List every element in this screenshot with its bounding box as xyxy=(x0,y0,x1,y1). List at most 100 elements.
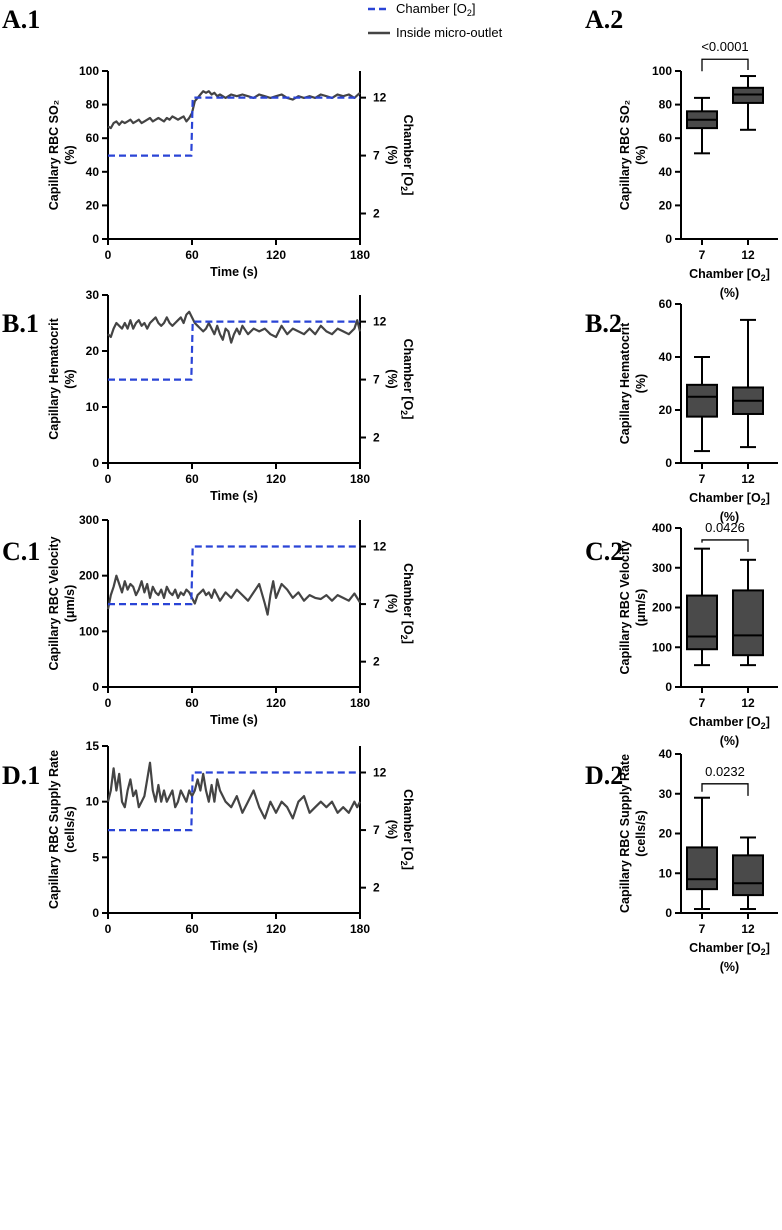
y-tick-label: 40 xyxy=(659,747,673,761)
x-axis-unit: (%) xyxy=(720,286,739,300)
y-axis-title: Capillary Hematocrit (%) xyxy=(47,317,77,439)
box-12 xyxy=(732,75,764,131)
x-axis-title: Chamber [O2] xyxy=(689,491,770,507)
x-tick-label: 12 xyxy=(741,472,755,486)
y2-tick-label: 7 xyxy=(373,149,380,163)
y-tick-label: 0 xyxy=(92,456,99,470)
y-tick-label: 10 xyxy=(86,795,100,809)
y-tick-label: 300 xyxy=(652,561,672,575)
x-tick-label: 12 xyxy=(741,922,755,936)
panel-label-d2: D.2 xyxy=(585,761,623,790)
y2-tick-label: 2 xyxy=(373,655,380,669)
panel-label-a1: A.1 xyxy=(2,5,40,34)
p-value-label: 0.0232 xyxy=(705,764,745,779)
x-axis-title: Time (s) xyxy=(210,265,258,279)
y-axis-title-line2: (%) xyxy=(634,374,648,393)
x-tick-label: 120 xyxy=(266,248,286,262)
y-tick-label: 10 xyxy=(86,400,100,414)
x-tick-label: 180 xyxy=(350,696,370,710)
x-tick-label: 7 xyxy=(699,248,706,262)
x-axis-title: Time (s) xyxy=(210,713,258,727)
y-tick-label: 100 xyxy=(79,624,99,638)
y-tick-label: 80 xyxy=(659,98,673,112)
x-axis-title: Chamber [O2] xyxy=(689,715,770,731)
chamber-o2-series xyxy=(108,320,360,381)
p-value-label: <0.0001 xyxy=(701,39,748,54)
box-7 xyxy=(686,96,718,155)
x-tick-label: 60 xyxy=(185,922,199,936)
box-iqr xyxy=(732,589,764,657)
x-axis-unit: (%) xyxy=(720,510,739,524)
y-tick-label: 30 xyxy=(86,288,100,302)
chamber-o2-series xyxy=(108,96,360,157)
box-7 xyxy=(686,796,718,911)
y-axis-title-line1: Capillary RBC Velocity xyxy=(47,536,61,670)
x-tick-label: 60 xyxy=(185,248,199,262)
y-axis-title-line2: (cells/s) xyxy=(634,810,648,857)
y-axis-title-line1: Capillary RBC Supply Rate xyxy=(47,750,61,909)
y-tick-label: 15 xyxy=(86,739,100,753)
y-axis-title: Capillary RBC SO₂ (%) xyxy=(618,100,648,210)
y-tick-label: 0 xyxy=(665,680,672,694)
y-axis-title-line1: Capillary RBC SO₂ xyxy=(618,100,632,210)
inside-outlet-series xyxy=(107,310,362,344)
panel-label-c2: C.2 xyxy=(585,537,623,566)
y2-tick-label: 12 xyxy=(373,539,387,553)
x-tick-label: 180 xyxy=(350,922,370,936)
y2-tick-label: 7 xyxy=(373,823,380,837)
y2-axis-title-text: Chamber [O2] xyxy=(399,789,415,870)
y2-axis-unit: (%) xyxy=(385,594,399,613)
x-tick-label: 120 xyxy=(266,472,286,486)
y-tick-label: 400 xyxy=(652,521,672,535)
chamber-o2-series xyxy=(108,545,360,606)
y-tick-label: 60 xyxy=(86,131,100,145)
panel-label-c1: C.1 xyxy=(2,537,40,566)
inside-outlet-series xyxy=(107,90,361,130)
x-axis-title: Time (s) xyxy=(210,489,258,503)
box-iqr xyxy=(686,846,718,891)
y2-tick-label: 12 xyxy=(373,315,387,329)
y-tick-label: 0 xyxy=(92,232,99,246)
y2-tick-label: 12 xyxy=(373,765,387,779)
y-tick-label: 30 xyxy=(659,787,673,801)
y-tick-label: 5 xyxy=(92,850,99,864)
y-tick-label: 200 xyxy=(79,569,99,583)
y-axis-title: Capillary RBC Velocity (μm/s) xyxy=(47,536,77,670)
significance-bracket xyxy=(701,783,749,796)
y-tick-label: 40 xyxy=(86,165,100,179)
x-tick-label: 7 xyxy=(699,922,706,936)
x-tick-label: 180 xyxy=(350,472,370,486)
box-7 xyxy=(686,547,718,667)
y-tick-label: 10 xyxy=(659,866,673,880)
y-axis-title: Capillary Hematocrit (%) xyxy=(618,322,648,444)
panel-label-d1: D.1 xyxy=(2,761,40,790)
panel-label-b1: B.1 xyxy=(2,309,39,338)
y2-axis-unit: (%) xyxy=(385,145,399,164)
y-tick-label: 0 xyxy=(665,906,672,920)
y-axis-title-line2: (%) xyxy=(63,369,77,388)
y2-axis-unit: (%) xyxy=(385,369,399,388)
x-axis-title: Chamber [O2] xyxy=(689,267,770,283)
y-axis-title-line1: Capillary Hematocrit xyxy=(47,317,61,439)
significance-bracket xyxy=(701,58,749,72)
y-tick-label: 0 xyxy=(665,232,672,246)
y-axis-title-line1: Capillary RBC SO₂ xyxy=(47,100,61,210)
y-tick-label: 300 xyxy=(79,513,99,527)
p-value-label: 0.0426 xyxy=(705,520,745,535)
y-axis-title-line2: (cells/s) xyxy=(63,806,77,853)
box-iqr xyxy=(686,383,718,418)
y-tick-label: 20 xyxy=(659,827,673,841)
y-axis-title-line2: (%) xyxy=(63,145,77,164)
y-tick-label: 0 xyxy=(665,456,672,470)
x-tick-label: 7 xyxy=(699,472,706,486)
y-axis-title: Capillary RBC Supply Rate (cells/s) xyxy=(47,750,77,909)
y-tick-label: 100 xyxy=(79,64,99,78)
panel-label-a2: A.2 xyxy=(585,5,623,34)
panel-b1: B.1 0 10 20 30 0 60 120 180 2 7 12 Time (s) Capillary… xyxy=(2,288,415,503)
y2-axis-title: Chamber [O2](%) xyxy=(385,339,415,420)
y-tick-label: 40 xyxy=(659,350,673,364)
chamber-o2-series xyxy=(108,771,360,832)
y2-axis-title: Chamber [O2](%) xyxy=(385,563,415,644)
panel-d1: D.1 0 5 10 15 0 60 120 180 2 7 12 Time (s) Capillary … xyxy=(2,739,415,953)
